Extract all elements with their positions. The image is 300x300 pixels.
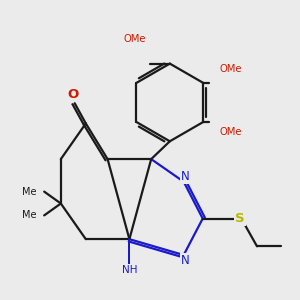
Text: OMe: OMe bbox=[219, 64, 242, 74]
Text: OMe: OMe bbox=[219, 127, 242, 137]
Text: NH: NH bbox=[122, 265, 137, 275]
Text: N: N bbox=[181, 170, 190, 183]
Text: OMe: OMe bbox=[123, 34, 146, 44]
Text: O: O bbox=[67, 88, 78, 101]
Text: Me: Me bbox=[22, 187, 36, 196]
Text: Me: Me bbox=[22, 210, 36, 220]
Text: N: N bbox=[181, 254, 190, 267]
Text: S: S bbox=[235, 212, 245, 225]
